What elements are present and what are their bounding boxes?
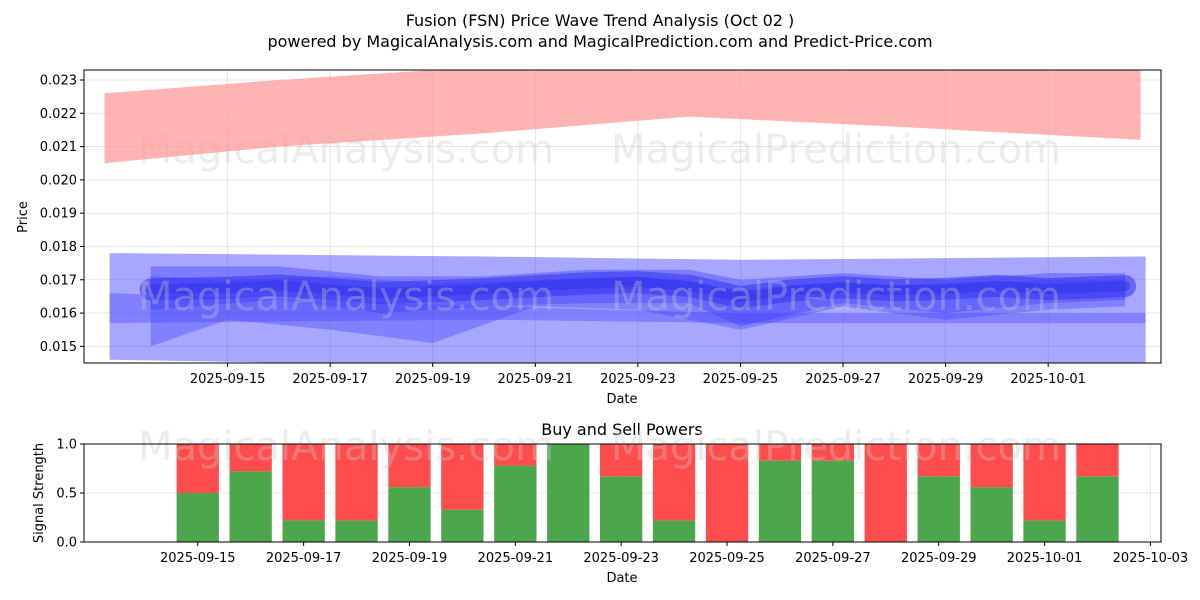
sell-bar-2025-09-16	[229, 444, 272, 472]
signal-watermark-analysis: MagicalAnalysis.com	[138, 424, 554, 470]
price-y-tick-label-4: 0.019	[40, 207, 77, 222]
sell-bar-2025-10-02	[1076, 444, 1119, 477]
buy-bar-2025-09-24	[652, 520, 696, 542]
signal-x-tick-label-0: 2025-09-15	[160, 551, 236, 566]
signal-bars	[176, 444, 1119, 542]
signal-x-ticks: 2025-09-15 2025-09-17 2025-09-19 2025-09-21…	[160, 542, 1188, 566]
buy-bar-2025-09-22	[547, 444, 590, 542]
price-y-tick-label-5: 0.020	[40, 173, 77, 188]
price-y-tick-label-8: 0.023	[40, 73, 77, 88]
sell-bar-2025-09-25	[705, 444, 749, 542]
price-x-ticks: 2025-09-15 2025-09-17 2025-09-19 2025-09-21…	[190, 363, 1086, 387]
price-x-label: Date	[606, 392, 637, 407]
price-wave-plot: MagicalAnalysis.com MagicalPrediction.co…	[16, 69, 1162, 407]
price-x-tick-label-1: 2025-09-17	[292, 372, 368, 387]
price-y-tick-label-2: 0.017	[40, 273, 77, 288]
sell-bar-2025-09-18	[335, 444, 378, 521]
price-x-tick-label-7: 2025-09-29	[908, 372, 984, 387]
red-band-group	[104, 70, 1141, 164]
buy-bar-2025-09-27	[811, 460, 854, 542]
signal-y-tick-label-1: 0.5	[56, 487, 77, 502]
buy-bar-2025-09-18	[335, 520, 378, 542]
signal-y-tick-label-0: 0.0	[56, 536, 77, 551]
sell-bar-2025-09-28	[864, 444, 907, 542]
buy-bar-2025-09-29	[917, 476, 960, 542]
trend-line-group	[139, 271, 1137, 309]
buy-bar-2025-09-20	[441, 509, 484, 542]
signal-x-tick-label-2: 2025-09-19	[372, 551, 448, 566]
price-x-tick-label-8: 2025-10-01	[1010, 372, 1086, 387]
signal-x-tick-label-6: 2025-09-27	[795, 551, 871, 566]
price-x-tick-label-6: 2025-09-27	[805, 372, 881, 387]
signal-x-tick-label-7: 2025-09-29	[901, 551, 977, 566]
sell-bar-2025-09-29	[917, 444, 960, 477]
blue-band-flat	[109, 293, 1146, 323]
price-watermark-analysis-lower: MagicalAnalysis.com	[138, 274, 554, 320]
signal-x-tick-label-9: 2025-10-03	[1113, 551, 1189, 566]
signal-x-label: Date	[606, 571, 637, 586]
buy-bar-2025-10-01	[1023, 520, 1066, 542]
sell-bar-2025-09-27	[811, 444, 854, 461]
price-y-ticks: 0.015 0.016 0.017 0.018 0.019 0.020 0.021 0.022…	[40, 73, 84, 355]
buy-bar-2025-09-15	[176, 493, 219, 542]
signal-x-tick-label-1: 2025-09-17	[266, 551, 342, 566]
signal-x-tick-label-4: 2025-09-23	[583, 551, 659, 566]
buy-bar-2025-09-30	[970, 487, 1013, 542]
sell-bar-2025-09-26	[758, 444, 802, 461]
main-chart-subtitle: powered by MagicalAnalysis.com and Magic…	[267, 32, 932, 51]
buy-bar-2025-09-21	[494, 465, 537, 542]
signal-x-tick-label-5: 2025-09-25	[689, 551, 765, 566]
trend-line	[145, 277, 1131, 303]
sell-bar-2025-09-20	[441, 444, 484, 510]
price-y-tick-label-3: 0.018	[40, 240, 77, 255]
price-x-tick-label-5: 2025-09-25	[703, 372, 779, 387]
signal-x-tick-label-8: 2025-10-01	[1007, 551, 1083, 566]
price-plot-frame	[83, 69, 1162, 364]
sell-bar-2025-09-15	[176, 444, 219, 493]
price-x-tick-label-4: 2025-09-23	[600, 372, 676, 387]
price-y-tick-label-1: 0.016	[40, 307, 77, 322]
signal-x-tick-label-3: 2025-09-21	[478, 551, 554, 566]
buy-bar-2025-09-26	[758, 460, 802, 542]
signal-watermark-prediction: MagicalPrediction.com	[611, 424, 1061, 470]
sell-bar-2025-10-01	[1023, 444, 1066, 521]
price-x-tick-label-3: 2025-09-21	[498, 372, 574, 387]
price-y-label: Price	[16, 201, 31, 233]
price-watermark-prediction: MagicalPrediction.com	[611, 127, 1061, 173]
sell-bar-2025-09-21	[494, 444, 537, 466]
price-y-tick-label-7: 0.022	[40, 107, 77, 122]
sell-bar-2025-09-30	[970, 444, 1013, 488]
red-resistance-band	[104, 70, 1141, 164]
buy-bar-2025-09-23	[600, 476, 643, 542]
buy-bar-2025-10-02	[1076, 476, 1119, 542]
signal-y-ticks: 0.0 0.5 1.0	[56, 438, 84, 551]
sell-bar-2025-09-19	[388, 444, 431, 488]
buy-bar-2025-09-16	[229, 471, 272, 542]
price-y-tick-label-0: 0.015	[40, 340, 77, 355]
price-watermark-prediction-lower: MagicalPrediction.com	[611, 274, 1061, 320]
price-x-tick-label-0: 2025-09-15	[190, 372, 266, 387]
price-x-tick-label-2: 2025-09-19	[395, 372, 471, 387]
buy-bar-2025-09-17	[282, 520, 325, 542]
price-y-tick-label-6: 0.021	[40, 140, 77, 155]
buy-sell-plot: Buy and Sell Powers MagicalAnalysis.com …	[32, 420, 1188, 586]
sell-bar-2025-09-23	[600, 444, 643, 477]
main-chart-title: Fusion (FSN) Price Wave Trend Analysis (…	[406, 11, 795, 30]
buy-sell-title: Buy and Sell Powers	[541, 420, 703, 439]
sell-bar-2025-09-17	[282, 444, 325, 521]
sell-bar-2025-09-24	[652, 444, 696, 521]
buy-bar-2025-09-19	[388, 487, 431, 542]
signal-y-label: Signal Strength	[32, 443, 47, 543]
signal-y-tick-label-2: 1.0	[56, 438, 77, 453]
